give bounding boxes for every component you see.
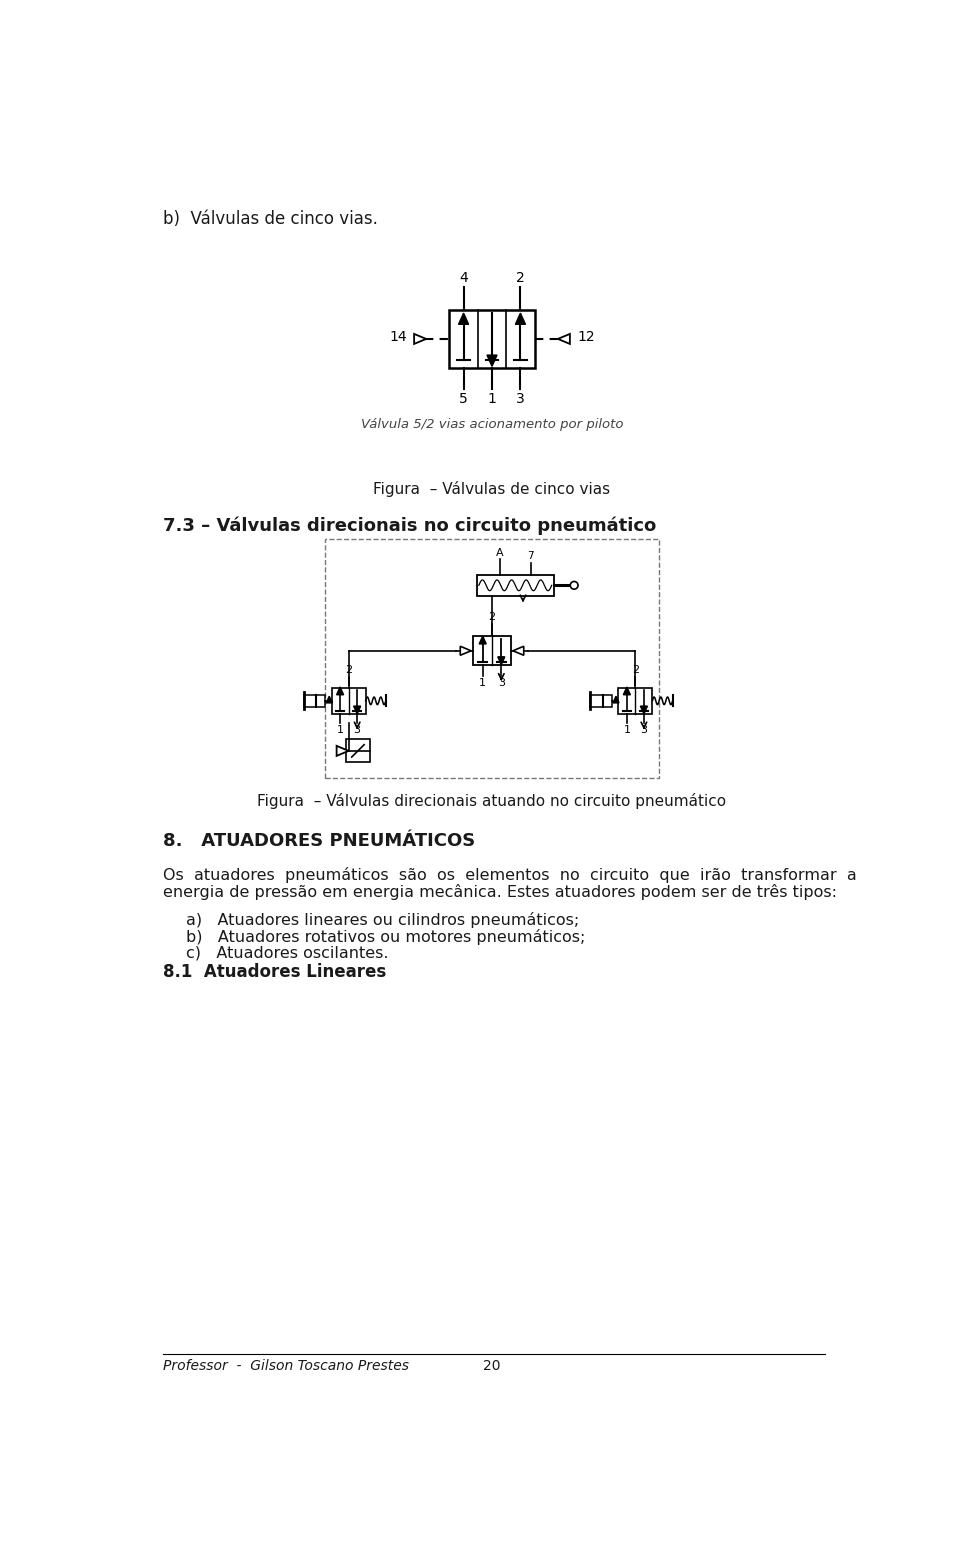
Polygon shape: [513, 646, 524, 655]
Polygon shape: [516, 313, 525, 324]
Text: 3: 3: [353, 726, 361, 735]
Text: A: A: [496, 547, 504, 558]
Polygon shape: [460, 646, 471, 655]
Polygon shape: [337, 687, 344, 695]
Bar: [618, 687, 653, 713]
Text: 20: 20: [483, 1359, 501, 1373]
Text: 5: 5: [459, 393, 468, 407]
Text: Figura  – Válvulas direcionais atuando no circuito pneumático: Figura – Válvulas direcionais atuando no…: [257, 794, 727, 809]
Text: 2: 2: [516, 271, 525, 285]
Text: 2: 2: [345, 666, 352, 675]
Bar: [476, 575, 554, 596]
Text: b)  Válvulas de cinco vias.: b) Válvulas de cinco vias.: [162, 210, 377, 228]
Circle shape: [570, 581, 578, 589]
Text: 2: 2: [632, 666, 639, 675]
Text: Professor  -  Gilson Toscano Prestes: Professor - Gilson Toscano Prestes: [162, 1359, 409, 1373]
Text: Os  atuadores  pneumáticos  são  os  elementos  no  circuito  que  irão  transfo: Os atuadores pneumáticos são os elemento…: [162, 868, 856, 883]
Text: a)   Atuadores lineares ou cilindros pneumáticos;: a) Atuadores lineares ou cilindros pneum…: [186, 912, 579, 928]
Polygon shape: [498, 656, 505, 664]
Polygon shape: [459, 313, 468, 324]
Polygon shape: [623, 687, 631, 695]
Text: 3: 3: [498, 678, 505, 689]
Bar: [325, 539, 659, 778]
Bar: [303, 695, 325, 707]
Text: 8.1  Atuadores Lineares: 8.1 Atuadores Lineares: [162, 963, 386, 980]
Polygon shape: [558, 334, 570, 344]
Text: c)   Atuadores oscilantes.: c) Atuadores oscilantes.: [186, 946, 389, 960]
Text: 12: 12: [577, 330, 595, 344]
Bar: [590, 695, 612, 707]
Bar: [449, 310, 535, 368]
Polygon shape: [479, 636, 486, 644]
Text: b)   Atuadores rotativos ou motores pneumáticos;: b) Atuadores rotativos ou motores pneumá…: [186, 929, 586, 945]
Text: Figura  – Válvulas de cinco vias: Figura – Válvulas de cinco vias: [373, 481, 611, 498]
Text: 3: 3: [516, 393, 525, 407]
Text: 3: 3: [640, 726, 647, 735]
Text: 14: 14: [389, 330, 407, 344]
Polygon shape: [353, 706, 361, 713]
Polygon shape: [337, 746, 348, 757]
Polygon shape: [640, 706, 647, 713]
Polygon shape: [487, 354, 497, 367]
Polygon shape: [613, 697, 619, 703]
Text: energia de pressão em energia mecânica. Estes atuadores podem ser de três tipos:: energia de pressão em energia mecânica. …: [162, 885, 836, 900]
Text: 2: 2: [489, 612, 495, 623]
Text: 1: 1: [488, 393, 496, 407]
Text: 8.   ATUADORES PNEUMÁTICOS: 8. ATUADORES PNEUMÁTICOS: [162, 832, 475, 849]
Text: 1: 1: [623, 726, 631, 735]
Text: Válvula 5/2 vias acionamento por piloto: Válvula 5/2 vias acionamento por piloto: [361, 418, 623, 431]
Text: 7.3 – Válvulas direcionais no circuito pneumático: 7.3 – Válvulas direcionais no circuito p…: [162, 516, 656, 535]
Polygon shape: [414, 334, 426, 344]
Text: 4: 4: [459, 271, 468, 285]
Bar: [331, 687, 366, 713]
Bar: [473, 636, 511, 666]
Text: 1: 1: [479, 678, 486, 689]
Bar: [347, 740, 370, 763]
Polygon shape: [326, 697, 332, 703]
Text: 7: 7: [527, 552, 534, 561]
Text: 1: 1: [337, 726, 344, 735]
